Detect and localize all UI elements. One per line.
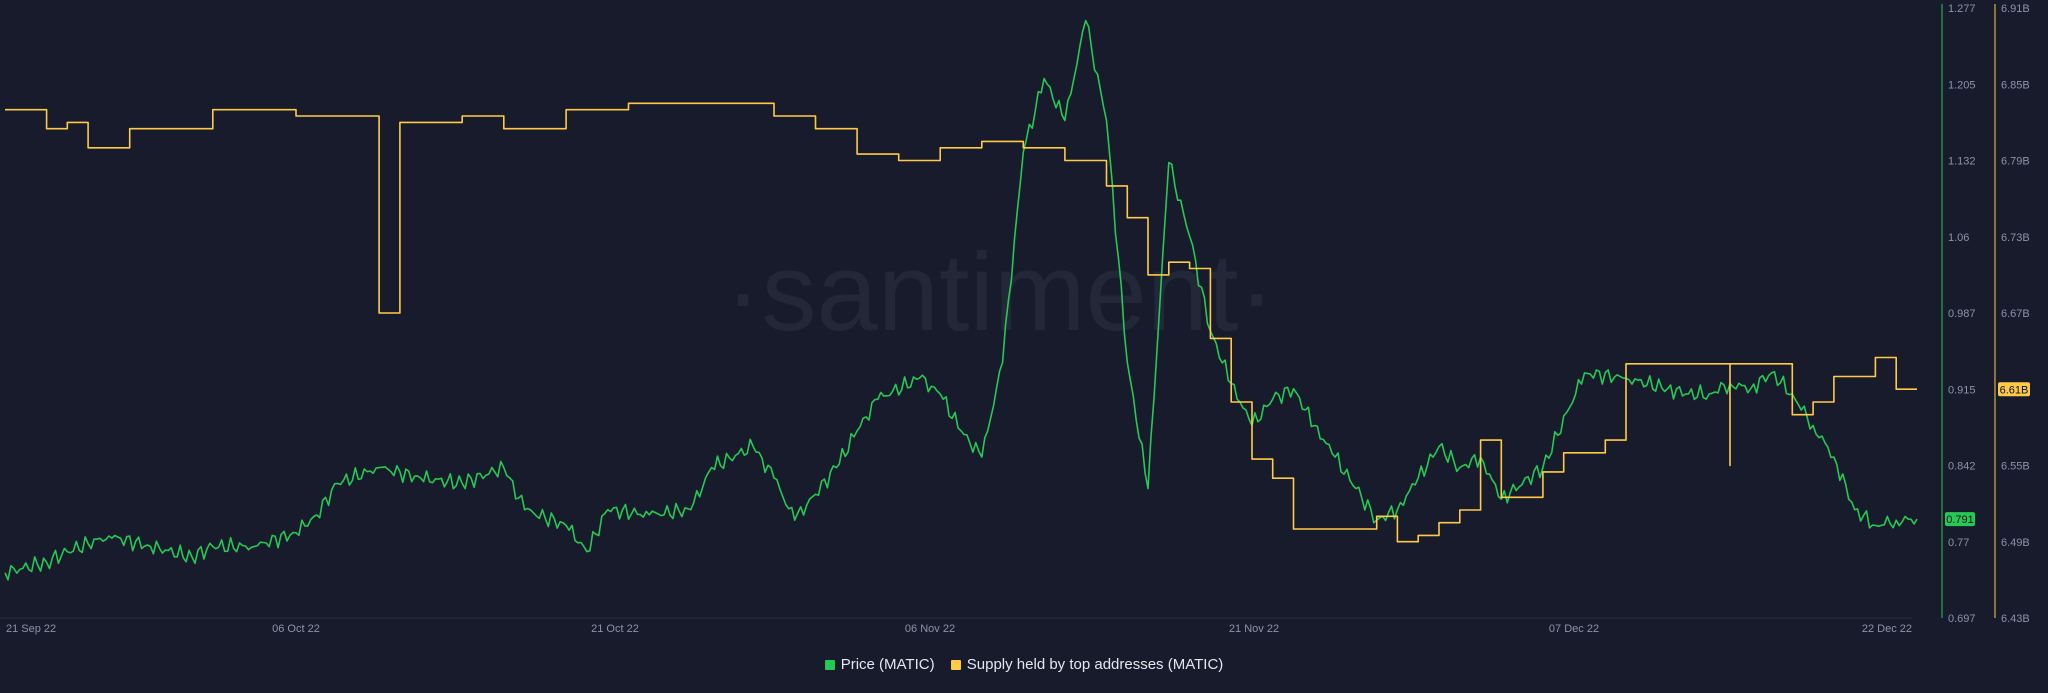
price-tick-label: 0.842 xyxy=(1948,461,1976,473)
x-tick-label: 21 Nov 22 xyxy=(1229,623,1279,635)
price-tick-label: 1.06 xyxy=(1948,232,1969,244)
price-current-badge xyxy=(1945,512,1975,527)
x-tick-label: 06 Nov 22 xyxy=(905,623,955,635)
supply-tick-label: 6.67B xyxy=(2001,308,2030,320)
supply-tick-label: 6.49B xyxy=(2001,537,2030,549)
price-tick-label: 1.205 xyxy=(1948,79,1976,91)
axes-layer xyxy=(0,4,1996,619)
x-tick-label: 06 Oct 22 xyxy=(272,623,320,635)
price-tick-label: 0.987 xyxy=(1948,308,1976,320)
legend-item-price[interactable]: Price (MATIC) xyxy=(824,656,935,673)
price-series-line xyxy=(4,19,1918,581)
price-tick-label: 1.277 xyxy=(1948,3,1976,15)
series-layer xyxy=(4,19,1918,581)
legend-item-supply[interactable]: Supply held by top addresses (MATIC) xyxy=(950,656,1224,673)
supply-tick-label: 6.73B xyxy=(2001,232,2030,244)
supply-tick-label: 6.79B xyxy=(2001,156,2030,168)
supply-current-badge xyxy=(1998,382,2030,397)
price-current-label: 0.791 xyxy=(1946,514,1974,526)
supply-current-label: 6.61B xyxy=(2000,384,2029,396)
axis-labels-layer: 21 Sep 22 06 Oct 22 21 Oct 22 06 Nov 22 21 N… xyxy=(6,3,2030,635)
chart-legend: Price (MATIC) Supply held by top address… xyxy=(0,656,2048,674)
x-tick-label: 07 Dec 22 xyxy=(1549,623,1599,635)
legend-swatch-supply xyxy=(950,659,961,670)
supply-tick-label: 6.91B xyxy=(2001,3,2030,15)
x-tick-label: 21 Sep 22 xyxy=(6,623,56,635)
x-tick-label: 21 Oct 22 xyxy=(591,623,639,635)
supply-tick-label: 6.43B xyxy=(2001,613,2030,625)
price-tick-label: 0.77 xyxy=(1948,537,1969,549)
x-tick-label: 22 Dec 22 xyxy=(1862,623,1912,635)
santiment-watermark: ·santiment· xyxy=(725,231,1275,354)
supply-series-line xyxy=(5,102,1917,543)
supply-tick-label: 6.85B xyxy=(2001,79,2030,91)
price-tick-label: 1.132 xyxy=(1948,156,1976,168)
legend-label-supply: Supply held by top addresses (MATIC) xyxy=(966,656,1224,673)
legend-swatch-price xyxy=(824,659,835,670)
legend-label-price: Price (MATIC) xyxy=(840,656,935,673)
price-tick-label: 0.915 xyxy=(1948,384,1976,396)
price-tick-label: 0.697 xyxy=(1948,613,1976,625)
supply-tick-label: 6.55B xyxy=(2001,461,2030,473)
